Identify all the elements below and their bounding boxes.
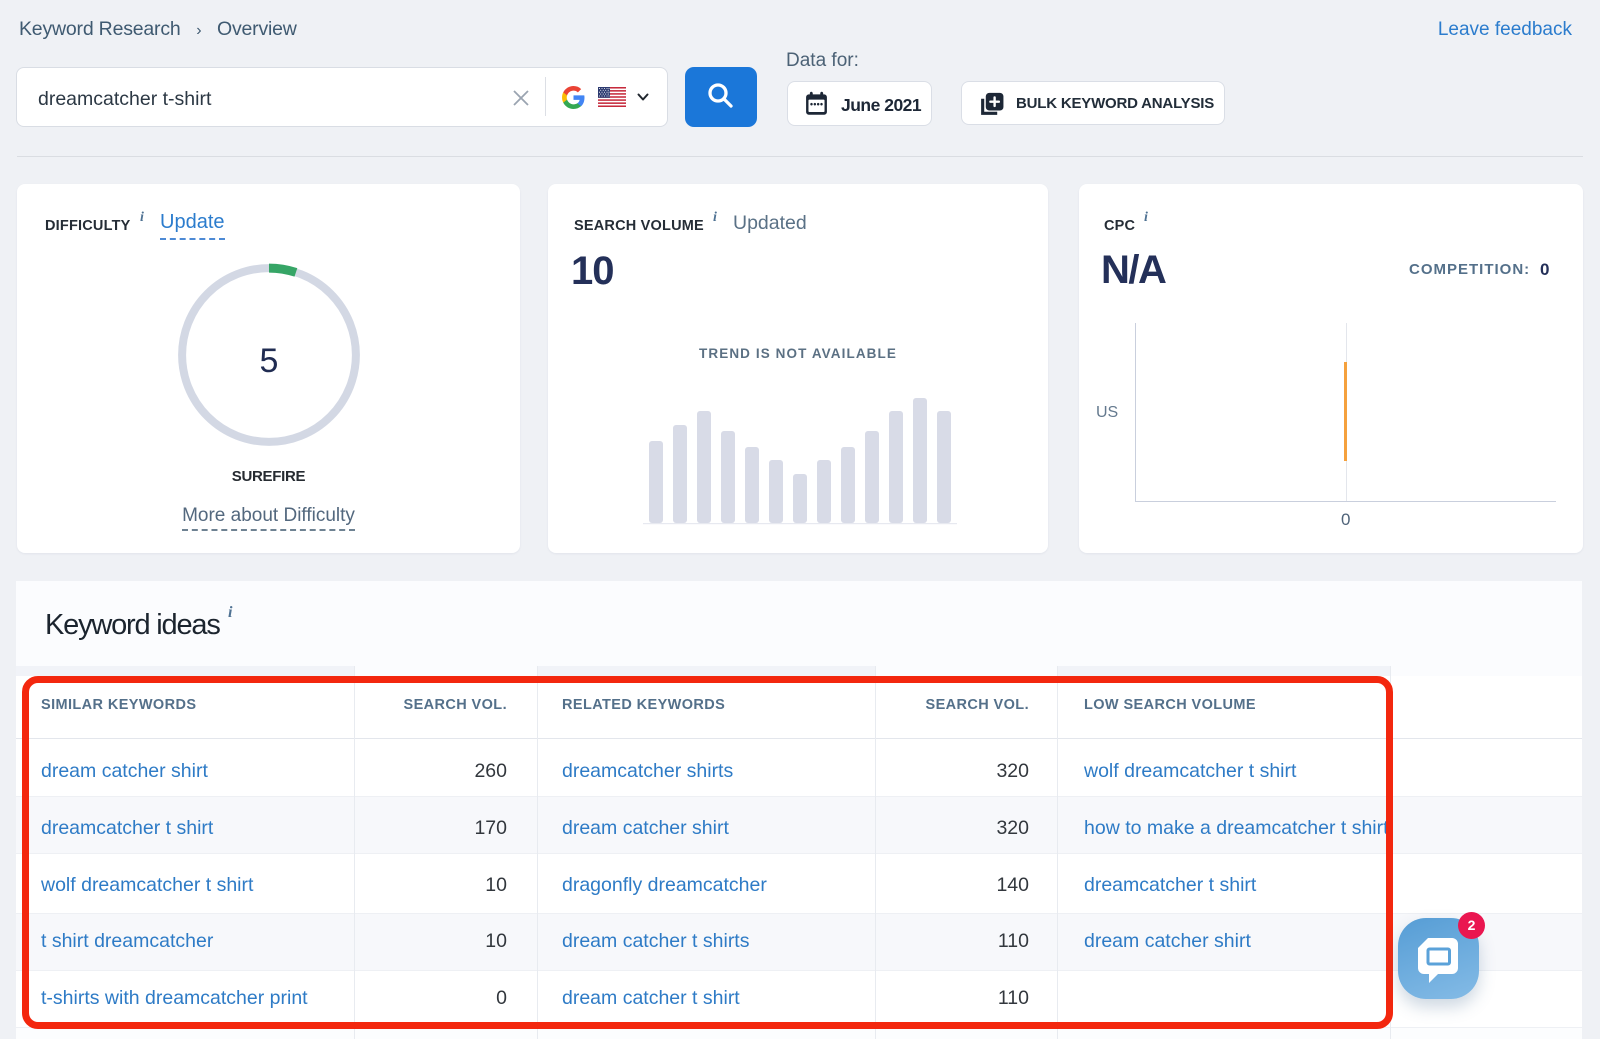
svg-text:5: 5 [260, 342, 279, 380]
